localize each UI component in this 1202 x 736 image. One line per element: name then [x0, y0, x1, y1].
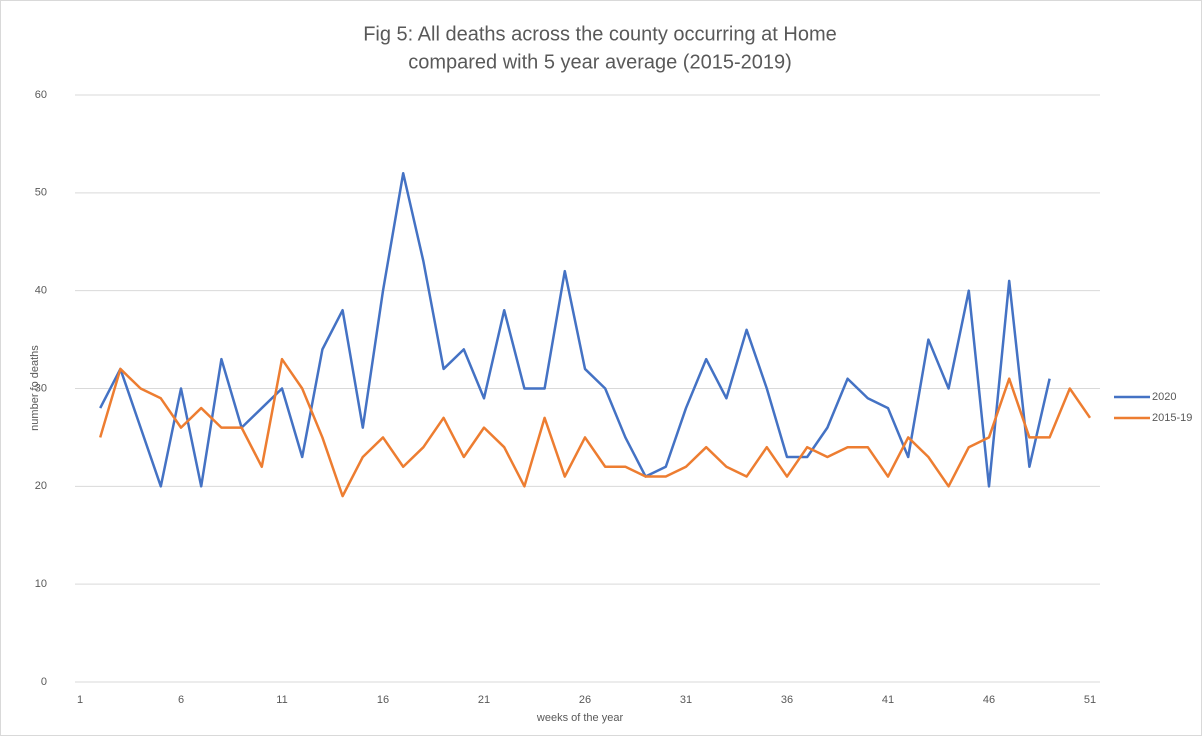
- x-tick-label: 41: [882, 694, 894, 706]
- y-tick-label: 30: [35, 382, 47, 394]
- line-series: [99, 172, 1051, 488]
- x-tick-label: 46: [983, 694, 995, 706]
- x-tick-label: 1: [77, 694, 83, 706]
- x-tick-label: 26: [579, 694, 591, 706]
- chart-title: Fig 5: All deaths across the county occu…: [363, 23, 837, 45]
- legend-label: 2020: [1152, 391, 1176, 403]
- x-tick-label: 36: [781, 694, 793, 706]
- line-series: [99, 357, 1092, 498]
- y-tick-label: 60: [35, 89, 47, 101]
- x-tick-label: 51: [1084, 694, 1096, 706]
- chart-title: compared with 5 year average (2015-2019): [408, 51, 792, 73]
- x-tick-label: 16: [377, 694, 389, 706]
- y-tick-label: 50: [35, 187, 47, 199]
- x-tick-label: 11: [276, 694, 287, 706]
- y-tick-label: 20: [35, 480, 47, 492]
- x-tick-label: 21: [478, 694, 490, 706]
- y-tick-label: 40: [35, 285, 47, 297]
- x-axis-title: weeks of the year: [536, 712, 624, 724]
- y-axis-title: number fo deaths: [29, 345, 41, 431]
- x-tick-label: 6: [178, 694, 184, 706]
- x-tick-label: 31: [680, 694, 692, 706]
- y-tick-label: 0: [41, 676, 47, 688]
- y-tick-label: 10: [35, 578, 47, 590]
- legend-label: 2015-19: [1152, 412, 1192, 424]
